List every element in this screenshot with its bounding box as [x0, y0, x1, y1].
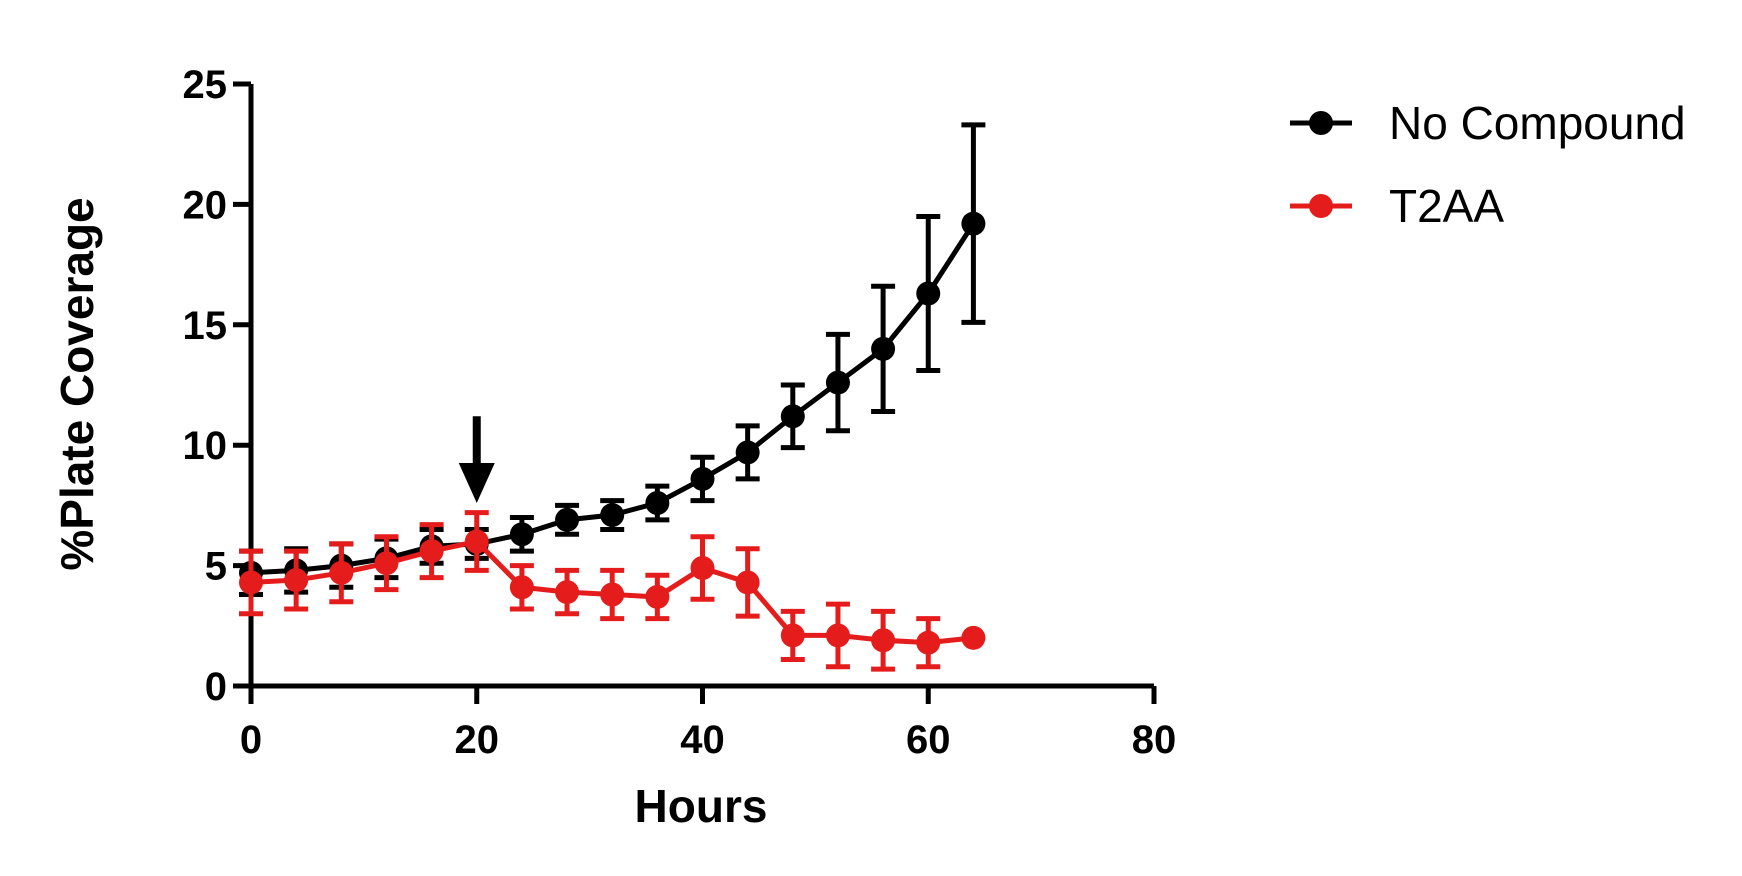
legend-item: T2AA: [1290, 180, 1504, 232]
x-tick-label: 0: [240, 718, 262, 762]
data-point: [961, 211, 986, 236]
series-0: [239, 122, 986, 597]
y-tick-label: 5: [205, 545, 227, 589]
data-point: [825, 623, 850, 648]
data-point: [509, 575, 534, 600]
axes: 0 20 40 60 80 0 5 10 15 20 25: [183, 63, 1177, 762]
data-point: [600, 503, 625, 528]
legend-marker: [1309, 111, 1333, 135]
series-1: [239, 510, 986, 672]
data-point: [780, 623, 805, 648]
data-point: [961, 625, 986, 650]
x-tick-label: 60: [906, 718, 951, 762]
data-point: [374, 551, 399, 576]
data-point: [871, 628, 896, 653]
x-tick-label: 80: [1132, 718, 1177, 762]
legend-label: No Compound: [1389, 97, 1686, 149]
data-point: [555, 507, 580, 532]
legend: No Compound T2AA: [1290, 97, 1686, 232]
y-tick-label: 10: [183, 424, 228, 468]
data-point: [555, 580, 580, 605]
data-point: [735, 570, 760, 595]
data-point: [239, 570, 263, 595]
data-point: [329, 560, 354, 585]
data-point: [464, 529, 489, 554]
data-point: [690, 466, 715, 491]
data-point: [780, 404, 805, 429]
data-point: [419, 539, 444, 564]
x-tick-label: 20: [455, 718, 500, 762]
x-tick-label: 40: [680, 718, 725, 762]
data-point: [645, 584, 670, 609]
data-point: [871, 336, 896, 361]
data-point: [690, 556, 715, 581]
legend-label: T2AA: [1389, 180, 1504, 232]
data-point: [645, 490, 670, 515]
y-axis-title: %Plate Coverage: [51, 197, 103, 570]
data-point: [916, 281, 941, 306]
data-point: [600, 582, 625, 607]
data-point: [284, 568, 309, 593]
data-point: [825, 370, 850, 395]
annotations: [458, 416, 495, 503]
data-point: [509, 522, 534, 547]
arrow-head: [458, 462, 495, 503]
y-tick-label: 25: [183, 63, 228, 107]
x-axis-title: Hours: [635, 780, 768, 832]
data-point: [735, 440, 760, 465]
legend-item: No Compound: [1290, 97, 1686, 149]
plot-area: [239, 122, 986, 672]
y-tick-label: 0: [205, 665, 227, 709]
y-tick-label: 20: [183, 183, 228, 227]
y-tick-label: 15: [183, 304, 228, 348]
legend-marker: [1309, 194, 1333, 218]
data-point: [916, 630, 941, 655]
